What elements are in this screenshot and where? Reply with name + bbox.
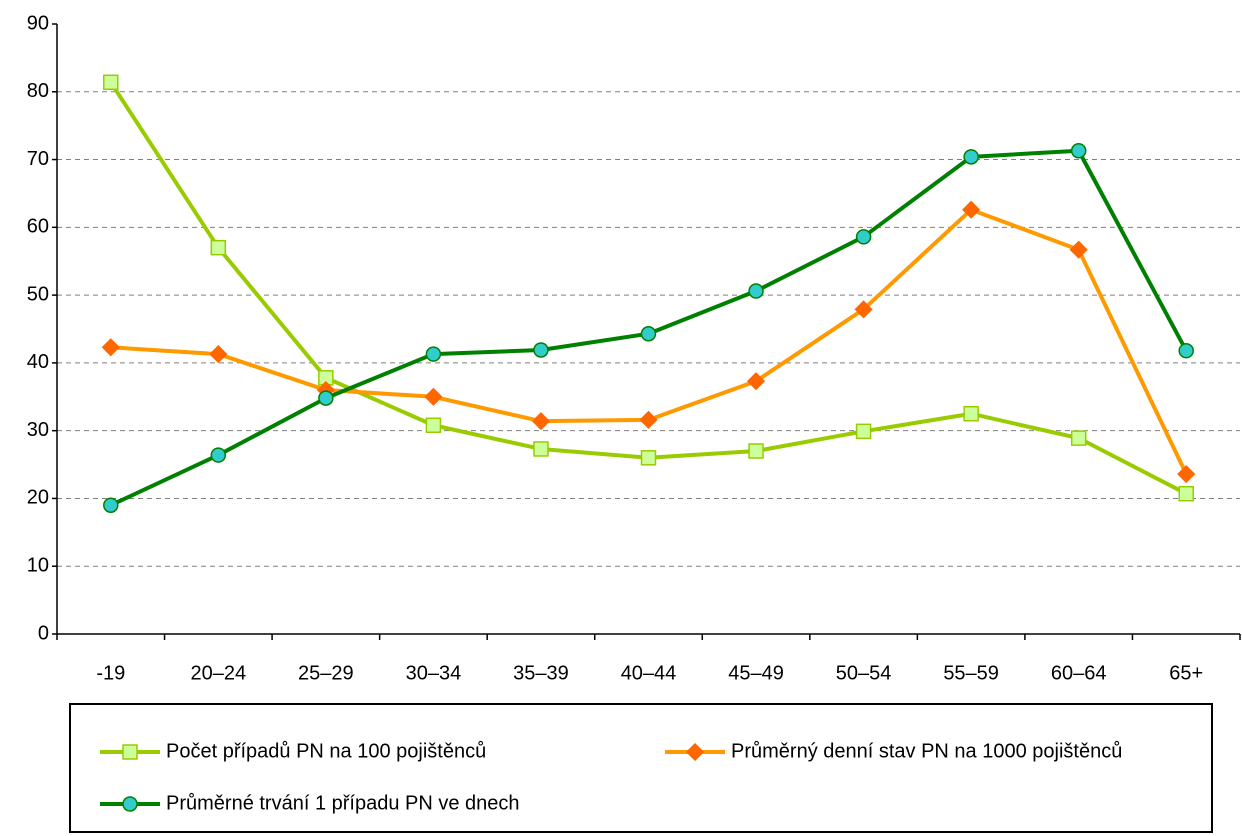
- marker: [424, 387, 443, 406]
- marker: [425, 346, 442, 362]
- x-tick-label: 40–44: [621, 662, 677, 684]
- x-tick-label: 35–39: [513, 662, 569, 684]
- y-tick-label: 40: [27, 351, 49, 373]
- x-tick-label: 50–54: [836, 662, 892, 684]
- x-tick-label: 30–34: [406, 662, 462, 684]
- x-tick-label: 45–49: [728, 662, 784, 684]
- x-tick-label: -19: [96, 662, 125, 684]
- marker: [1069, 240, 1088, 259]
- x-tick-label: 55–59: [943, 662, 999, 684]
- marker: [122, 744, 138, 760]
- y-tick-label: 60: [27, 216, 49, 238]
- marker: [531, 412, 551, 431]
- marker: [639, 410, 658, 429]
- marker: [101, 338, 120, 357]
- marker: [854, 300, 873, 319]
- marker: [963, 149, 979, 165]
- marker: [1178, 485, 1194, 502]
- x-tick-label: 60–64: [1051, 662, 1107, 684]
- marker: [318, 390, 334, 406]
- legend-label: Průměrný denní stav PN na 1000 pojištěnc…: [731, 740, 1122, 762]
- marker: [640, 450, 657, 466]
- legend-label: Průměrné trvání 1 případu PN ve dnech: [166, 792, 520, 814]
- marker: [210, 447, 227, 463]
- marker: [748, 443, 764, 459]
- series-line: [109, 81, 1188, 496]
- marker: [1177, 464, 1196, 484]
- marker: [855, 423, 872, 440]
- marker: [533, 342, 549, 358]
- legend-label: Počet případů PN na 100 pojištěnců: [166, 740, 486, 762]
- y-tick-label: 90: [27, 12, 49, 34]
- y-tick-label: 20: [27, 487, 49, 509]
- y-tick-label: 30: [27, 419, 49, 441]
- marker: [103, 74, 119, 91]
- y-tick-label: 0: [38, 622, 49, 644]
- marker: [122, 796, 138, 812]
- y-tick-label: 80: [27, 80, 49, 102]
- y-tick-label: 70: [27, 148, 49, 170]
- marker: [1070, 142, 1087, 159]
- x-tick-label: 65+: [1169, 662, 1203, 684]
- marker: [103, 497, 119, 513]
- marker: [746, 372, 766, 391]
- x-tick-label: 25–29: [298, 662, 354, 684]
- marker: [963, 405, 979, 422]
- legend-box: [69, 703, 1213, 833]
- marker: [209, 345, 228, 364]
- marker: [748, 283, 764, 299]
- x-tick-label: 20–24: [191, 662, 247, 684]
- marker: [685, 742, 705, 762]
- y-tick-label: 50: [27, 283, 49, 305]
- marker: [1070, 430, 1087, 446]
- marker: [1178, 342, 1194, 359]
- marker: [210, 239, 227, 256]
- marker: [533, 441, 549, 457]
- marker: [425, 417, 442, 433]
- series-line: [110, 207, 1189, 475]
- y-tick-label: 10: [27, 555, 49, 577]
- marker: [855, 229, 872, 245]
- marker: [640, 325, 657, 342]
- marker: [962, 200, 981, 219]
